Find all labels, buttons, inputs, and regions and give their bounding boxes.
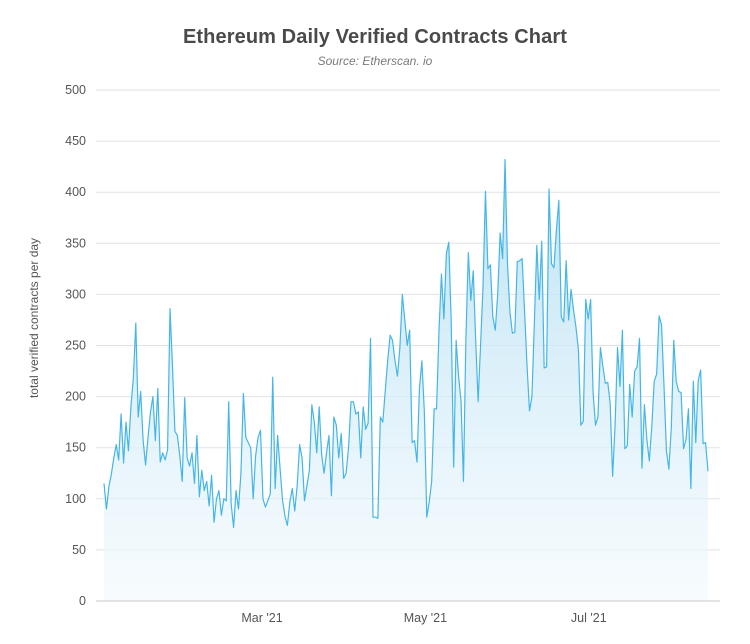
chart-subtitle: Source: Etherscan. io xyxy=(317,54,433,68)
x-axis-ticks: Mar '21 May '21 Jul '21 xyxy=(241,611,606,625)
y-tick-label: 300 xyxy=(65,287,86,301)
y-tick-label: 150 xyxy=(65,441,86,455)
y-axis-label: total verified contracts per day xyxy=(27,238,41,398)
y-tick-label: 350 xyxy=(65,236,86,250)
y-tick-label: 100 xyxy=(65,492,86,506)
y-tick-label: 450 xyxy=(65,134,86,148)
y-tick-label: 250 xyxy=(65,339,86,353)
y-tick-label: 50 xyxy=(72,543,86,557)
x-tick-label: May '21 xyxy=(404,611,447,625)
y-axis-ticks: 0 50 100 150 200 250 300 350 400 450 500 xyxy=(65,83,86,608)
series-area xyxy=(104,159,708,601)
x-tick-label: Jul '21 xyxy=(571,611,607,625)
series-line xyxy=(103,158,709,529)
x-tick-label: Mar '21 xyxy=(241,611,282,625)
y-tick-label: 0 xyxy=(79,594,86,608)
y-tick-label: 400 xyxy=(65,185,86,199)
y-tick-label: 200 xyxy=(65,390,86,404)
y-tick-label: 500 xyxy=(65,83,86,97)
chart-title: Ethereum Daily Verified Contracts Chart xyxy=(182,26,567,48)
